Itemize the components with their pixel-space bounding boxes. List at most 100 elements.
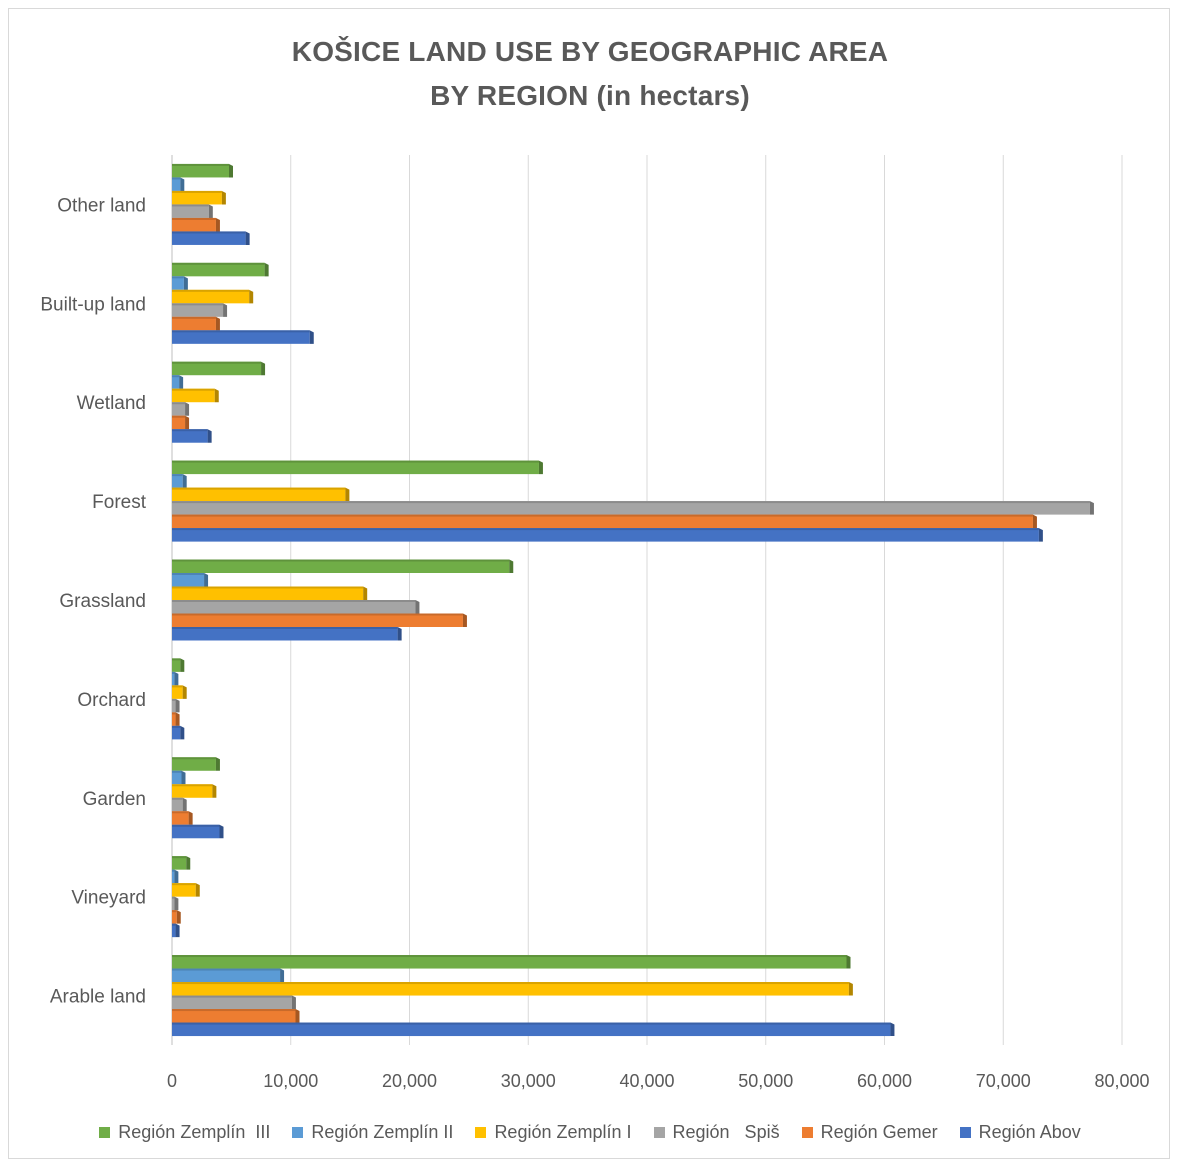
bar xyxy=(172,627,398,641)
bar xyxy=(172,559,510,573)
bar-end-cap xyxy=(261,361,266,376)
bar-top-edge xyxy=(172,415,186,418)
bar-top-edge xyxy=(172,896,175,899)
bar-end-cap xyxy=(183,276,188,290)
category-label: Wetland xyxy=(77,393,146,414)
legend-swatch xyxy=(292,1127,304,1138)
legend-item: Región Zemplín I xyxy=(475,1122,632,1143)
bar-top-edge xyxy=(172,276,184,279)
bar-end-cap xyxy=(182,474,187,488)
bar-end-cap xyxy=(846,955,851,969)
bar-top-edge xyxy=(172,375,180,378)
x-tick-label: 70,000 xyxy=(976,1071,1031,1091)
bar-end-cap xyxy=(509,559,514,573)
bar-end-cap xyxy=(538,460,543,475)
bar xyxy=(172,698,176,713)
category-label: Built-up land xyxy=(40,294,146,315)
bar-end-cap xyxy=(195,883,200,897)
legend-item: Región Zemplín II xyxy=(292,1122,453,1143)
bar xyxy=(172,811,189,825)
bar-top-edge xyxy=(172,514,1033,517)
bar-top-edge xyxy=(172,190,222,193)
bar xyxy=(172,910,177,924)
bar-top-edge xyxy=(172,573,205,575)
legend-label: Región Gemer xyxy=(820,1122,938,1142)
bar-end-cap xyxy=(174,896,179,911)
legend-swatch xyxy=(959,1127,971,1138)
chart-legend: Región Zemplín III Región Zemplín II Regió… xyxy=(0,1122,1180,1143)
bar-end-cap xyxy=(363,586,368,600)
bar-top-edge xyxy=(172,1009,296,1012)
bar-end-cap xyxy=(174,869,179,884)
bar xyxy=(172,262,265,277)
bar xyxy=(172,217,216,232)
bar-top-edge xyxy=(172,460,539,463)
bar-end-cap xyxy=(180,177,185,191)
bar xyxy=(172,883,196,897)
bar-top-edge xyxy=(172,289,250,292)
bar xyxy=(172,671,175,686)
bar-end-cap xyxy=(345,487,350,502)
bar-top-edge xyxy=(172,797,183,800)
bar-end-cap xyxy=(848,982,853,996)
bar-end-cap xyxy=(462,613,467,627)
bar-top-edge xyxy=(172,910,177,913)
bar-top-edge xyxy=(172,559,510,562)
x-tick-label: 80,000 xyxy=(1094,1071,1149,1091)
bar-end-cap xyxy=(176,910,181,924)
bar-end-cap xyxy=(207,429,212,443)
x-tick-label: 50,000 xyxy=(738,1071,793,1091)
bar-end-cap xyxy=(179,375,184,389)
bar-top-edge xyxy=(172,811,189,814)
bar-top-edge xyxy=(172,995,292,998)
bar-end-cap xyxy=(215,757,220,771)
bar-top-edge xyxy=(172,231,246,234)
bar-top-edge xyxy=(172,883,196,886)
bar-top-edge xyxy=(172,824,220,827)
bar xyxy=(172,784,213,798)
bar-end-cap xyxy=(204,573,209,587)
x-tick-label: 60,000 xyxy=(857,1071,912,1091)
bar-top-edge xyxy=(172,330,310,333)
bar-top-edge xyxy=(172,770,182,773)
bar-top-edge xyxy=(172,361,262,364)
bar-top-edge xyxy=(172,613,463,616)
bar xyxy=(172,375,180,389)
legend-swatch xyxy=(99,1127,111,1138)
bar xyxy=(172,474,183,488)
bar xyxy=(172,824,220,839)
bar-top-edge xyxy=(172,982,849,985)
bar xyxy=(172,869,175,884)
bar-top-edge xyxy=(172,501,1090,504)
bar-end-cap xyxy=(229,163,233,178)
bar xyxy=(172,177,181,191)
bar xyxy=(172,712,176,726)
bar-end-cap xyxy=(397,627,402,641)
bar-top-edge xyxy=(172,685,183,688)
category-label: Forest xyxy=(92,492,147,513)
bar xyxy=(172,231,246,245)
bar-top-edge xyxy=(172,388,215,391)
bar-top-edge xyxy=(172,316,216,319)
bar xyxy=(172,995,292,1010)
bar xyxy=(172,204,209,218)
x-tick-label: 40,000 xyxy=(619,1071,674,1091)
bar-top-edge xyxy=(172,528,1039,531)
bar xyxy=(172,276,184,290)
bar-top-edge xyxy=(172,856,187,859)
bar-end-cap xyxy=(221,190,226,205)
bar-end-cap xyxy=(245,231,250,245)
bar-end-cap xyxy=(215,316,220,331)
bar-end-cap xyxy=(264,262,269,277)
bar-top-edge xyxy=(172,402,186,405)
bar-top-edge xyxy=(172,1022,891,1025)
bar xyxy=(172,514,1033,529)
bar xyxy=(172,289,250,304)
legend-item: Región Zemplín III xyxy=(99,1122,270,1143)
bar-end-cap xyxy=(1032,514,1037,529)
bar-top-edge xyxy=(172,600,416,602)
legend-item: Región Gemer xyxy=(801,1122,938,1143)
bar-end-cap xyxy=(208,204,213,218)
bar xyxy=(172,573,205,587)
bar xyxy=(172,330,310,344)
